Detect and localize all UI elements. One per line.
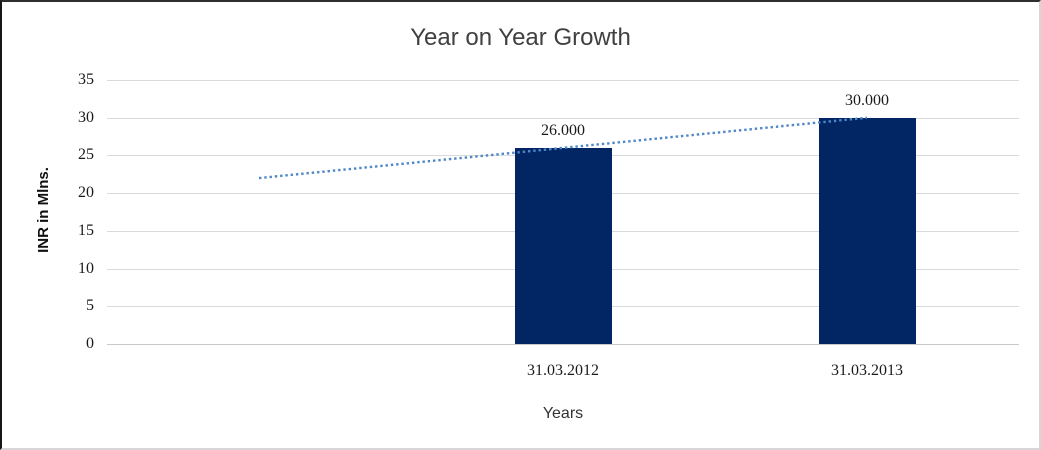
y-tick-label-25: 25 xyxy=(78,146,94,164)
y-tick-label-5: 5 xyxy=(86,297,94,315)
data-label-31.03.2013: 30.000 xyxy=(845,91,889,109)
trendline xyxy=(258,116,868,180)
y-tick-label-20: 20 xyxy=(78,184,94,202)
y-tick-label-30: 30 xyxy=(78,108,94,126)
gridline-0 xyxy=(107,344,1019,345)
y-axis-title: INR in Mlns. xyxy=(35,167,52,253)
y-tick-label-15: 15 xyxy=(78,221,94,239)
y-tick-label-10: 10 xyxy=(78,259,94,277)
x-tick-label-31.03.2013: 31.03.2013 xyxy=(831,362,903,379)
bar-31.03.2013 xyxy=(818,117,916,344)
x-axis-title: Years xyxy=(542,405,584,422)
x-tick-label-31.03.2012: 31.03.2012 xyxy=(527,362,599,379)
gridline-35 xyxy=(107,80,1019,81)
y-tick-label-35: 35 xyxy=(78,71,94,88)
chart-title: Year on Year Growth xyxy=(410,24,631,51)
data-label-31.03.2012: 26.000 xyxy=(541,121,585,139)
y-tick-label-0: 0 xyxy=(86,335,94,352)
bar-31.03.2012 xyxy=(514,147,612,344)
gridline-30 xyxy=(107,118,1019,119)
